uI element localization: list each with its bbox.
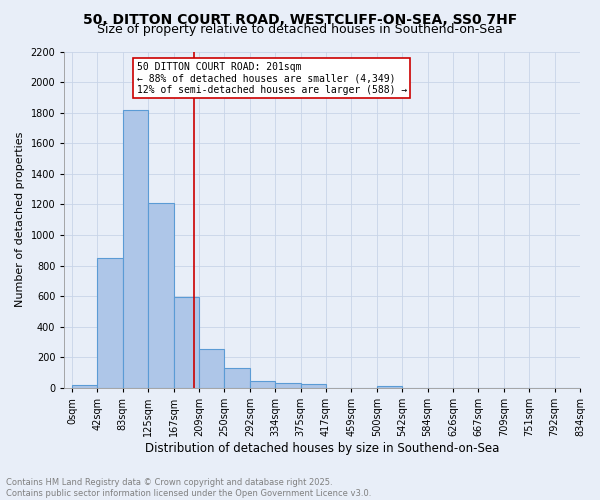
Text: Size of property relative to detached houses in Southend-on-Sea: Size of property relative to detached ho… xyxy=(97,22,503,36)
Text: Contains HM Land Registry data © Crown copyright and database right 2025.
Contai: Contains HM Land Registry data © Crown c… xyxy=(6,478,371,498)
Bar xyxy=(377,386,402,388)
Bar xyxy=(275,384,301,388)
Bar xyxy=(97,258,123,388)
Bar xyxy=(224,368,250,388)
Bar xyxy=(173,297,199,388)
Text: 50 DITTON COURT ROAD: 201sqm
← 88% of detached houses are smaller (4,349)
12% of: 50 DITTON COURT ROAD: 201sqm ← 88% of de… xyxy=(137,62,407,95)
Bar xyxy=(72,384,97,388)
Bar xyxy=(148,203,173,388)
Bar xyxy=(301,384,326,388)
Y-axis label: Number of detached properties: Number of detached properties xyxy=(15,132,25,308)
Bar xyxy=(123,110,148,388)
X-axis label: Distribution of detached houses by size in Southend-on-Sea: Distribution of detached houses by size … xyxy=(145,442,499,455)
Text: 50, DITTON COURT ROAD, WESTCLIFF-ON-SEA, SS0 7HF: 50, DITTON COURT ROAD, WESTCLIFF-ON-SEA,… xyxy=(83,12,517,26)
Bar xyxy=(199,348,224,388)
Bar xyxy=(250,382,275,388)
